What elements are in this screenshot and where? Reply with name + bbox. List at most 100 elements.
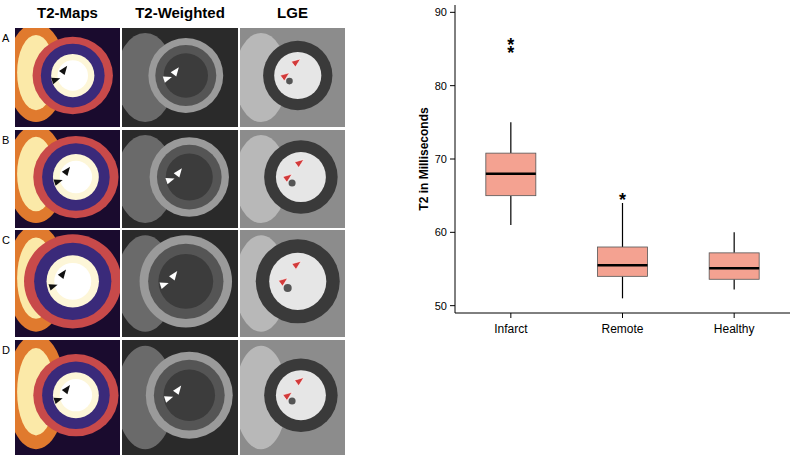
blood-pool — [53, 154, 99, 200]
whisker-low — [510, 196, 511, 225]
tissue — [140, 235, 232, 327]
arrowhead — [295, 378, 304, 386]
arrowhead — [173, 386, 181, 395]
arrowhead — [295, 159, 304, 167]
image-panel — [116, 28, 238, 127]
image-panel — [116, 130, 238, 228]
column-header: T2-Weighted — [135, 4, 225, 21]
y-tick — [450, 159, 455, 160]
y-tick-label: 50 — [435, 300, 447, 312]
arrowhead — [62, 167, 70, 176]
arrowhead — [54, 180, 63, 186]
row-label: C — [2, 234, 10, 246]
blood-pool — [53, 372, 99, 418]
arrowhead — [278, 278, 287, 286]
myocardium — [155, 45, 216, 106]
image-panel — [235, 230, 345, 337]
tissue — [150, 137, 229, 216]
myocardium — [42, 143, 110, 211]
myocardium — [157, 145, 222, 210]
median — [598, 264, 648, 267]
tissue — [33, 136, 118, 218]
x-tick-label: Infarct — [494, 322, 528, 336]
arrowhead — [160, 283, 169, 289]
image-panel — [7, 225, 122, 337]
blood-pool — [274, 52, 321, 99]
tissue — [33, 354, 118, 436]
arrowhead — [280, 73, 289, 81]
image-panel — [235, 340, 345, 455]
y-tick-label: 90 — [435, 6, 447, 18]
whisker-high — [510, 122, 511, 153]
whisker-low — [622, 276, 623, 298]
x-tick — [622, 313, 623, 318]
marker-char: * — [507, 43, 514, 63]
box — [709, 253, 759, 279]
row-label: D — [2, 344, 10, 356]
row-label: B — [2, 134, 9, 146]
y-tick — [450, 232, 455, 233]
arrowhead — [51, 78, 60, 84]
blood-pool — [60, 379, 92, 411]
whisker-low — [734, 279, 735, 289]
image-panel — [116, 230, 238, 337]
x-tick — [734, 313, 735, 318]
blood-pool — [166, 154, 213, 201]
x-tick — [510, 313, 511, 318]
papillary — [284, 284, 292, 292]
arrowhead — [59, 66, 67, 75]
box — [486, 153, 536, 196]
y-tick — [450, 85, 455, 86]
arrowhead — [165, 178, 174, 184]
median — [709, 267, 759, 270]
y-tick — [450, 12, 455, 13]
arrowhead — [169, 271, 177, 280]
y-tick — [450, 305, 455, 306]
y-tick-label: 60 — [435, 226, 447, 238]
blood-pool — [47, 255, 99, 307]
papillary — [289, 398, 296, 405]
myocardium — [148, 244, 223, 319]
median — [486, 172, 536, 175]
significance-marker: * — [619, 190, 626, 210]
blood-pool — [158, 254, 213, 309]
blood-pool — [164, 53, 208, 97]
column-header: T2-Maps — [37, 4, 98, 21]
plot-area — [486, 122, 759, 298]
blood-pool — [51, 54, 94, 97]
arrowhead — [48, 284, 57, 290]
arrowhead — [292, 261, 301, 269]
image-panel — [116, 340, 238, 455]
tissue — [33, 37, 113, 115]
significance-marker: ** — [507, 35, 514, 63]
tissue — [24, 234, 120, 328]
y-tick-label: 70 — [435, 153, 447, 165]
blood-pool — [276, 370, 326, 420]
x-tick-label: Healthy — [714, 322, 755, 336]
arrowhead — [174, 168, 182, 177]
y-tick-label: 80 — [435, 80, 447, 92]
image-panel — [235, 28, 345, 127]
myocardium — [263, 41, 332, 110]
box — [598, 247, 648, 276]
image-panel — [7, 23, 120, 127]
whisker-high — [734, 232, 735, 253]
myocardium — [42, 361, 110, 429]
image-panel — [7, 125, 120, 228]
x-tick-label: Remote — [601, 322, 643, 336]
arrowhead — [164, 396, 173, 402]
arrowhead — [58, 270, 66, 279]
arrowhead — [283, 174, 292, 182]
arrowhead — [291, 59, 300, 67]
myocardium — [264, 140, 338, 214]
arrowhead — [283, 392, 292, 400]
blood-pool — [54, 263, 91, 300]
myocardium — [41, 44, 105, 108]
blood-pool — [58, 60, 88, 90]
blood-pool — [164, 369, 216, 421]
image-panel — [235, 130, 345, 228]
arrowhead — [62, 385, 70, 394]
tissue — [146, 352, 233, 439]
arrowhead — [54, 398, 63, 404]
myocardium — [154, 360, 225, 431]
